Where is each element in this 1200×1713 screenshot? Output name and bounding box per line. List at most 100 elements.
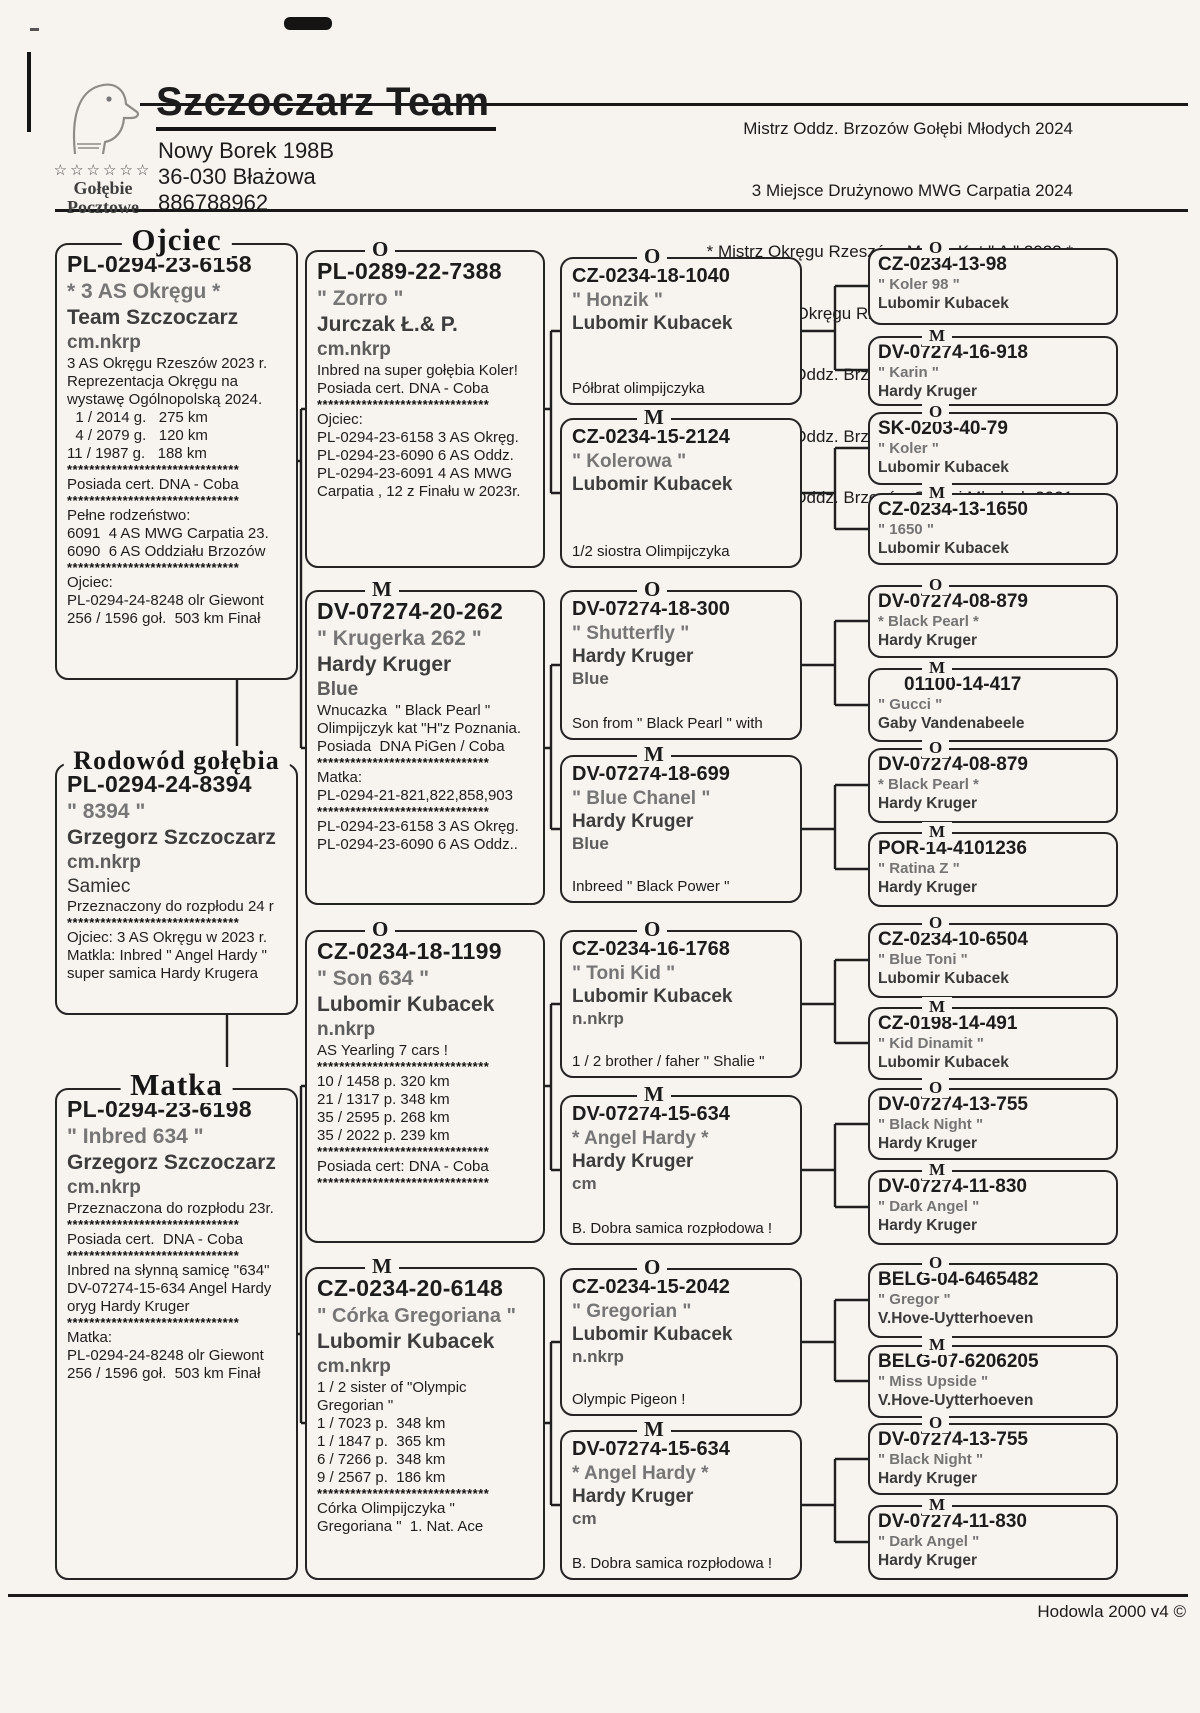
race-result: 4 / 2079 g. 120 km	[67, 427, 208, 444]
owner-name: Gaby Vandenabeele	[878, 715, 1025, 732]
address-line: Nowy Borek 198B	[158, 138, 335, 163]
owner-name: Lubomir Kubacek	[878, 295, 1009, 312]
detail-line: PL-0294-23-6090 6 AS Oddz.	[317, 447, 514, 464]
ancestor-box: O BELG-04-6465482 " Gregor " V.Hove-Uytt…	[868, 1253, 1118, 1338]
color-line: Blue	[572, 669, 609, 688]
ancestor-box: M DV-07274-11-830 " Dark Angel " Hardy K…	[868, 1160, 1118, 1245]
ancestor-box: O CZ-0234-15-2042 " Gregorian " Lubomir …	[560, 1255, 802, 1416]
race-result: 6 / 7266 p. 348 km	[317, 1451, 446, 1468]
detail-line: Przeznaczona do rozpłodu 23r.	[67, 1200, 274, 1217]
sex-label: M	[365, 1254, 399, 1279]
ancestor-box: M CZ-0234-15-2124 " Kolerowa " Lubomir K…	[560, 405, 802, 568]
ancestor-box: O CZ-0234-10-6504 " Blue Toni " Lubomir …	[868, 913, 1118, 998]
ancestor-box: M CZ-0234-13-1650 " 1650 " Lubomir Kubac…	[868, 483, 1118, 565]
ancestor-box: O DV-07274-13-755 " Black Night " Hardy …	[868, 1078, 1118, 1160]
loft-code: n.nkrp	[572, 1009, 624, 1028]
sex-label: M	[637, 742, 671, 767]
pigeon-name: " Son 634 "	[317, 967, 430, 990]
ancestor-box: M BELG-07-6206205 " Miss Upside " V.Hove…	[868, 1335, 1118, 1418]
detail-line: Pełne rodzeństwo:	[67, 507, 191, 524]
achievement-line: Mistrz Oddz. Brzozów Gołębi Młodych 2024	[743, 119, 1073, 138]
ancestor-box: O SK-0203-40-79 " Koler " Lubomir Kubace…	[868, 402, 1118, 485]
pigeon-name: " Gregorian "	[572, 1301, 692, 1322]
detail-line: oryg Hardy Kruger	[67, 1298, 190, 1315]
loft-code: cm.nkrp	[317, 339, 391, 360]
ring-number: POR-14-4101236	[878, 838, 1027, 859]
ancestor-box: M DV-07274-11-830 " Dark Angel " Hardy K…	[868, 1495, 1118, 1580]
detail-line: 6090 6 AS Oddziału Brzozów	[67, 543, 266, 560]
pigeon-name: " Ratina Z "	[878, 860, 960, 877]
sex-label: O	[922, 738, 950, 758]
ring-number: CZ-0234-16-1768	[572, 938, 730, 960]
detail-line: Carpatia , 12 z Finału w 2023r.	[317, 483, 521, 500]
detail-line: Matka:	[317, 769, 363, 786]
detail-line: wystawę Ogólnopolską 2024.	[67, 391, 263, 408]
sex-label: O	[922, 402, 950, 422]
loft-code: cm	[572, 1509, 597, 1528]
father-box-title: Ojciec	[121, 222, 232, 258]
ring-number: CZ-0234-15-2124	[572, 426, 730, 448]
owner-name: Lubomir Kubacek	[878, 1054, 1009, 1071]
owner-name: Lubomir Kubacek	[572, 986, 733, 1007]
ancestor-box: O CZ-0234-13-98 " Koler 98 " Lubomir Kub…	[868, 238, 1118, 325]
ring-number: CZ-0234-13-98	[878, 254, 1007, 275]
ring-number: DV-07274-18-300	[572, 598, 730, 620]
color-line: Blue	[572, 834, 609, 853]
separator: *******************************	[67, 463, 240, 476]
pigeon-name: " Kolerowa "	[572, 451, 687, 472]
sex-label: M	[922, 1160, 953, 1180]
detail-line: PL-0294-23-6158 3 AS Okręg.	[317, 818, 519, 835]
ancestor-box: O DV-07274-13-755 " Black Night " Hardy …	[868, 1413, 1118, 1495]
owner-name: Lubomir Kubacek	[878, 540, 1009, 557]
sex-label: M	[922, 997, 953, 1017]
owner-name: Hardy Kruger	[317, 653, 452, 676]
detail-line: Ojciec: 3 AS Okręgu w 2023 r.	[67, 929, 268, 946]
logo-text-line2: Pocztowe	[67, 197, 139, 217]
pigeon-name: " 8394 "	[67, 800, 146, 823]
owner-name: Lubomir Kubacek	[878, 970, 1009, 987]
header-bottom-rule	[55, 209, 1188, 212]
loft-code: cm	[572, 1174, 597, 1193]
pigeon-name: " Miss Upside "	[878, 1373, 989, 1390]
pigeon-name: " Honzik "	[572, 290, 663, 311]
ancestor-box: M DV-07274-15-634 * Angel Hardy * Hardy …	[560, 1417, 802, 1580]
pigeon-name: " Toni Kid "	[572, 963, 676, 984]
ring-number: SK-0203-40-79	[878, 418, 1008, 439]
owner-name: Hardy Kruger	[878, 383, 978, 400]
sex-label: O	[922, 575, 950, 595]
detail-line: Gregoriana " 1. Nat. Ace	[317, 1518, 484, 1535]
note-line: 1/2 siostra Olimpijczyka	[572, 543, 730, 560]
note-line: 1 / 2 brother / faher " Shalie "	[572, 1053, 765, 1070]
separator: *******************************	[67, 494, 240, 507]
owner-name: Hardy Kruger	[878, 1552, 978, 1569]
pigeon-name: " Zorro "	[317, 287, 404, 310]
loft-address: Nowy Borek 198B 36-030 Błażowa 886788962	[158, 138, 334, 216]
ring-number: DV-07274-13-755	[878, 1094, 1028, 1115]
race-result: 11 / 1987 g. 188 km	[67, 445, 207, 462]
detail-line: PL-0294-24-8248 olr Giewont	[67, 1347, 264, 1364]
separator: *******************************	[317, 1060, 490, 1073]
ring-number: DV-07274-13-755	[878, 1429, 1028, 1450]
note-line: Olympic Pigeon !	[572, 1391, 686, 1408]
owner-name: Hardy Kruger	[878, 632, 978, 649]
detail-line: 6091 4 AS MWG Carpatia 23.	[67, 525, 269, 542]
detail-line: PL-0294-23-6158 3 AS Okręg.	[317, 429, 519, 446]
ring-number: CZ-0234-20-6148	[317, 1275, 504, 1301]
ring-number: PL-0289-22-7388	[317, 258, 502, 284]
owner-name: Hardy Kruger	[878, 795, 978, 812]
sex-label: O	[637, 577, 668, 602]
pigeon-name: " Gucci "	[878, 696, 943, 713]
ring-number: BELG-04-6465482	[878, 1269, 1039, 1290]
footer-credit: Hodowla 2000 v4 ©	[1037, 1602, 1186, 1621]
detail-line: Posiada DNA PiGen / Coba	[317, 738, 505, 755]
scan-artifact	[30, 28, 39, 31]
owner-name: Lubomir Kubacek	[572, 313, 733, 334]
ring-number: DV-07274-15-634	[572, 1438, 730, 1460]
note-line: B. Dobra samica rozpłodowa !	[572, 1555, 773, 1572]
ancestor-box: M 01100-14-417 " Gucci " Gaby Vandenabee…	[868, 658, 1118, 742]
club-logo: ☆☆☆☆☆☆ Gołębie Pocztowe	[44, 78, 162, 217]
detail-line: 256 / 1596 goł. 503 km Finał	[67, 610, 261, 627]
pigeon-name: * Black Pearl *	[878, 776, 979, 793]
sex-label: O	[922, 1413, 950, 1433]
note-line: Półbrat olimpijczyka	[572, 380, 705, 397]
